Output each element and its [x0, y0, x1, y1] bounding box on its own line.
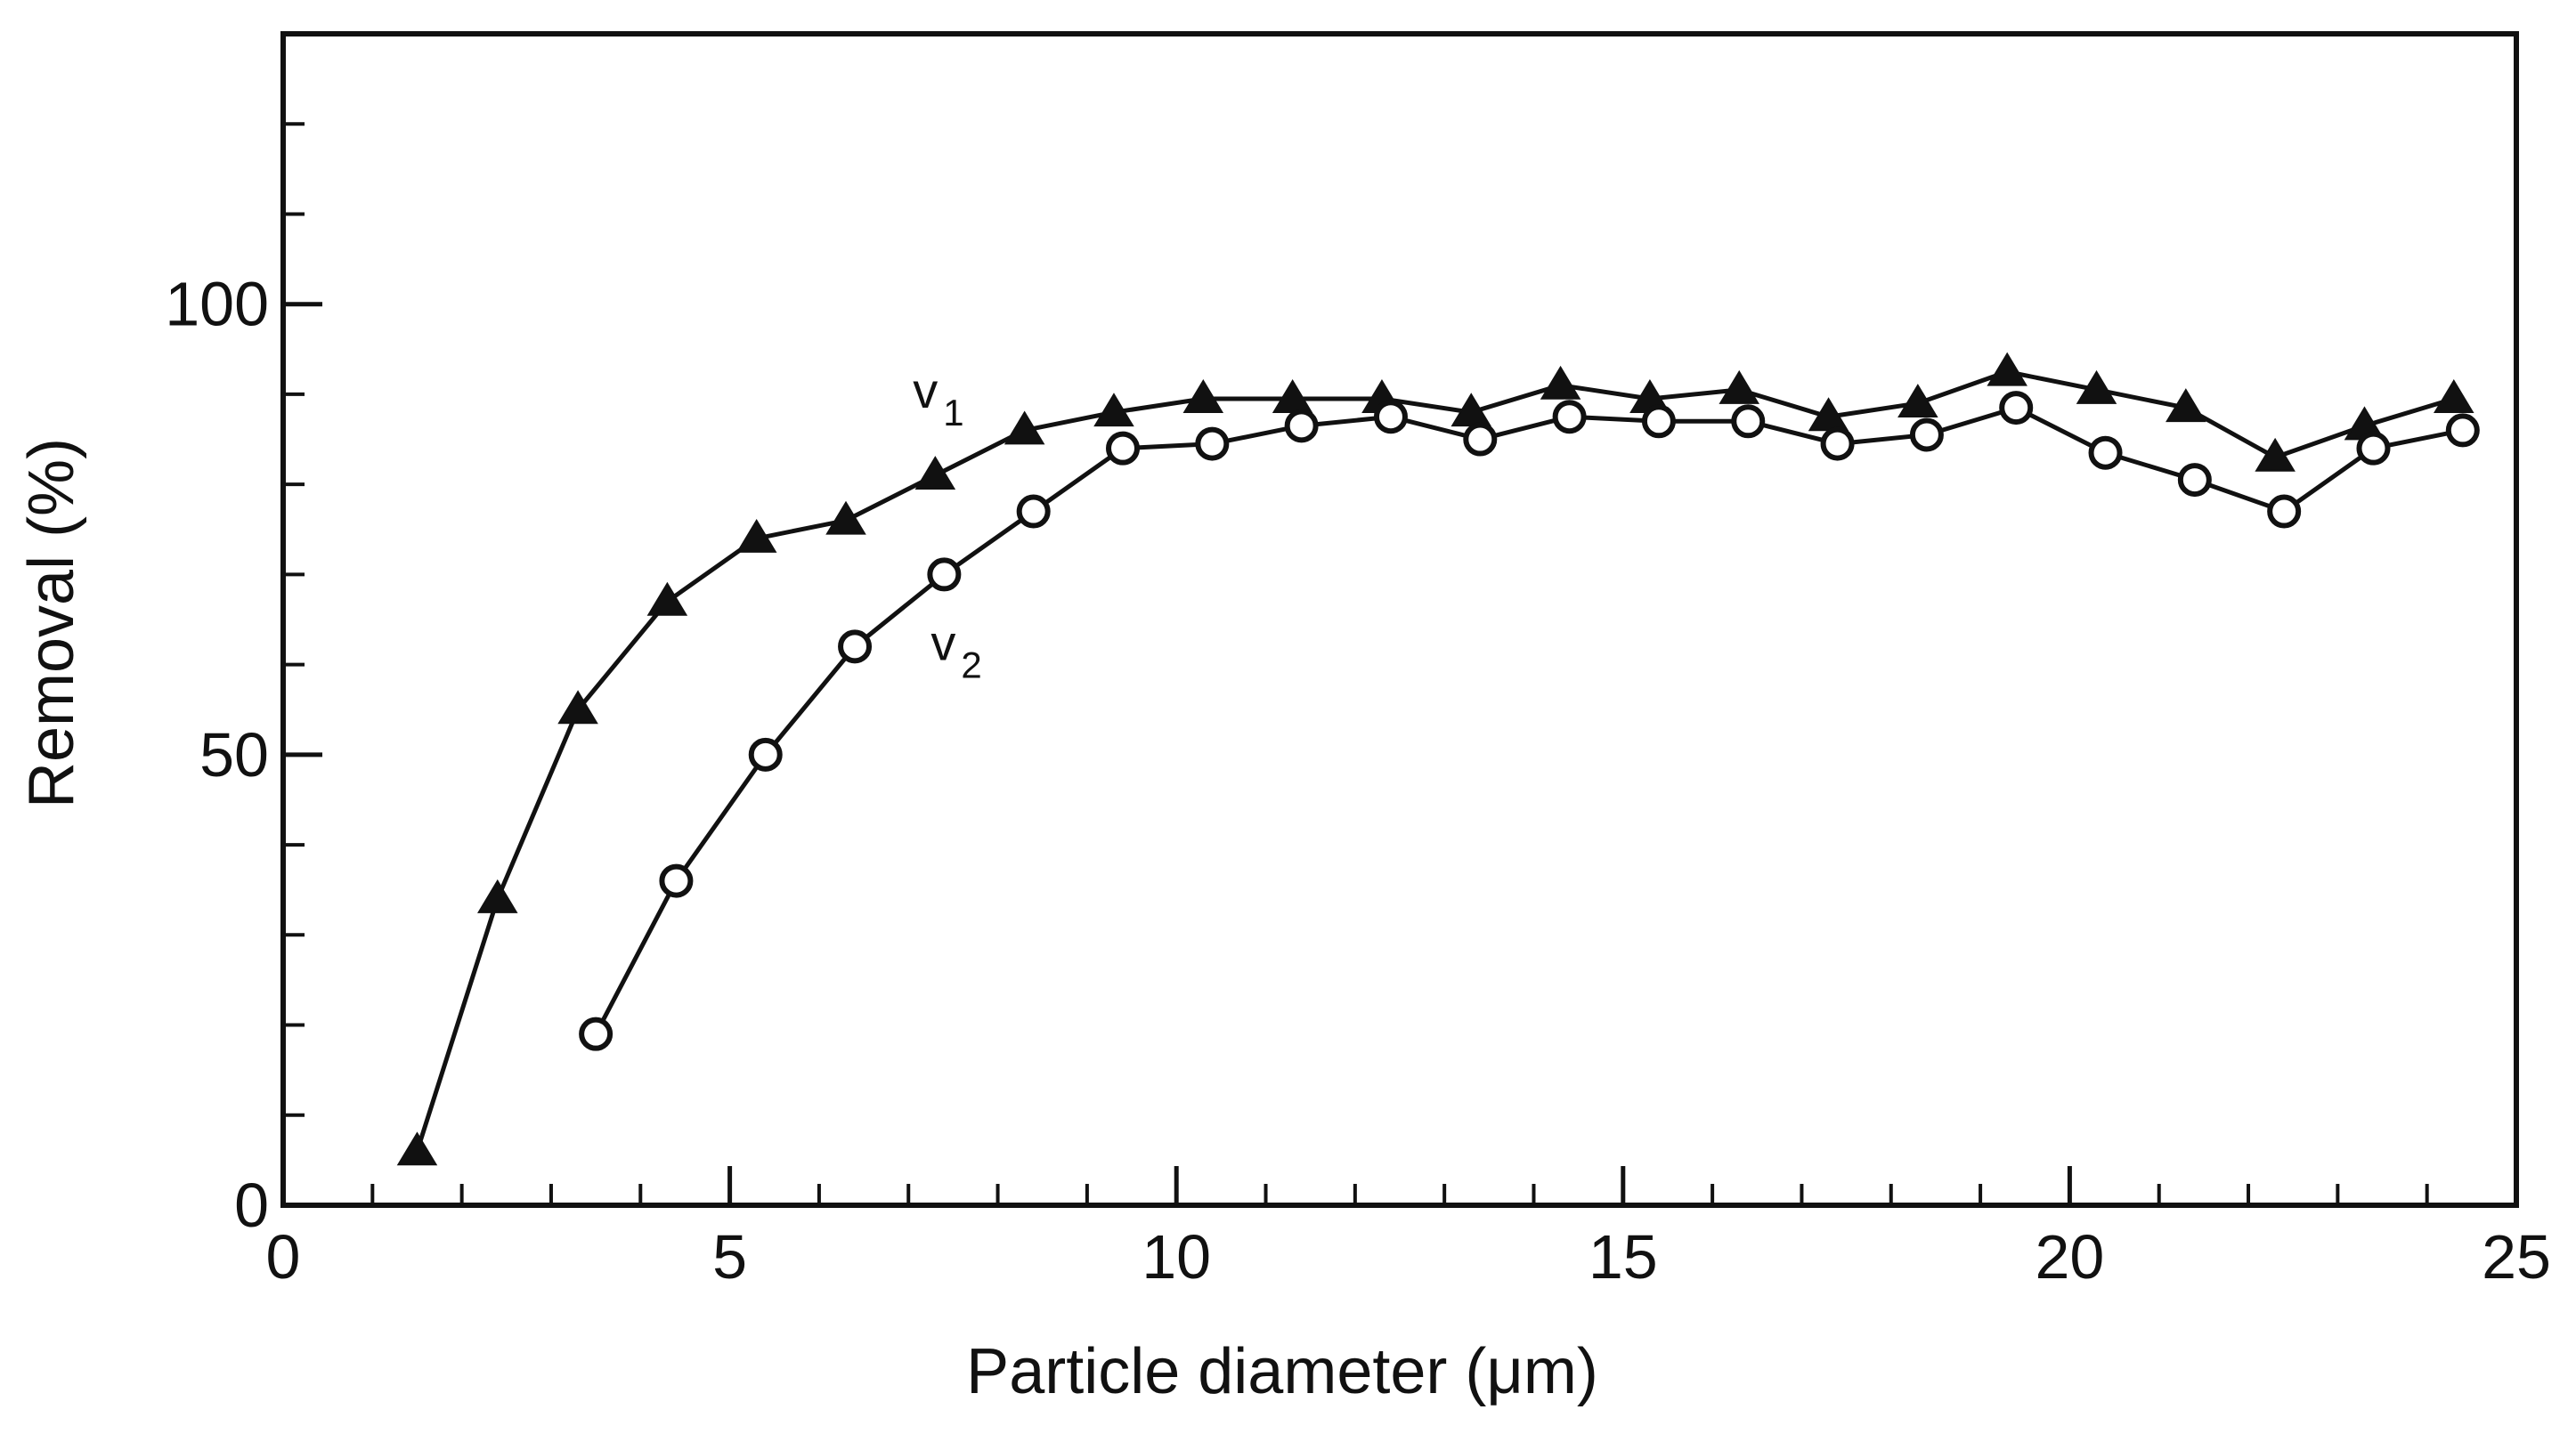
data-point-v1 — [477, 879, 518, 913]
data-point-v2 — [579, 1017, 614, 1051]
series-line-v2 — [593, 405, 2464, 1035]
labels-layer: 0 5 10 15 20 25 0 50 100 v 1 v 2 — [165, 270, 2551, 1292]
x-tick-label: 0 — [266, 1222, 301, 1292]
data-point-v1 — [1897, 384, 1938, 418]
data-point-v1 — [2076, 369, 2117, 404]
data-point-v2 — [2088, 435, 2123, 470]
data-point-v1 — [2255, 437, 2296, 472]
x-axis-label: Particle diameter (μm) — [966, 1336, 1598, 1407]
x-tick-label: 5 — [712, 1222, 747, 1292]
data-point-v2 — [659, 863, 694, 898]
data-point-v1 — [825, 500, 866, 535]
data-point-v1 — [2166, 388, 2206, 423]
data-point-v1 — [396, 1131, 438, 1166]
y-tick-label: 0 — [234, 1171, 269, 1240]
x-tick-label: 10 — [1142, 1222, 1211, 1292]
data-point-v1 — [1004, 410, 1045, 445]
data-point-v2 — [1731, 404, 1766, 439]
data-point-v2 — [2177, 463, 2212, 498]
data-point-v1 — [1182, 379, 1224, 413]
data-point-v2 — [838, 629, 873, 664]
ticks-layer — [280, 122, 2519, 1205]
data-point-v1 — [557, 690, 598, 725]
series-line-v1 — [415, 369, 2455, 1153]
y-tick-label: 50 — [199, 720, 269, 790]
data-point-v1 — [1719, 369, 1759, 404]
data-point-v1 — [1987, 352, 2027, 386]
y-axis-label: Removal (%) — [16, 438, 87, 808]
x-tick-label: 25 — [2482, 1222, 2551, 1292]
plot-frame — [280, 31, 2519, 1208]
y-tick-label: 100 — [165, 270, 269, 339]
data-point-v2 — [1641, 404, 1676, 439]
data-point-v2 — [2445, 413, 2480, 448]
data-point-v1 — [2434, 379, 2474, 413]
data-point-v1 — [1093, 393, 1134, 427]
data-point-v2 — [1373, 400, 1408, 434]
x-tick-label: 15 — [1589, 1222, 1658, 1292]
data-point-v2 — [927, 557, 962, 592]
data-point-v2 — [2267, 494, 2302, 529]
data-point-v2 — [1106, 431, 1141, 466]
data-point-v2 — [1999, 391, 2034, 425]
series-layer — [396, 352, 2480, 1166]
x-tick-label: 20 — [2035, 1222, 2104, 1292]
data-point-v2 — [1909, 417, 1944, 452]
data-point-v1 — [735, 518, 777, 553]
data-point-v2 — [1552, 400, 1587, 434]
data-point-v1 — [646, 581, 688, 616]
data-point-v1 — [914, 456, 956, 490]
data-point-v2 — [1284, 409, 1319, 443]
data-point-v2 — [1820, 426, 1855, 461]
data-point-v2 — [748, 737, 783, 772]
data-point-v2 — [1195, 426, 1230, 461]
data-point-v1 — [1540, 365, 1581, 400]
data-point-v2 — [1463, 422, 1498, 457]
data-point-v2 — [1016, 494, 1051, 529]
data-point-v2 — [2356, 431, 2391, 466]
